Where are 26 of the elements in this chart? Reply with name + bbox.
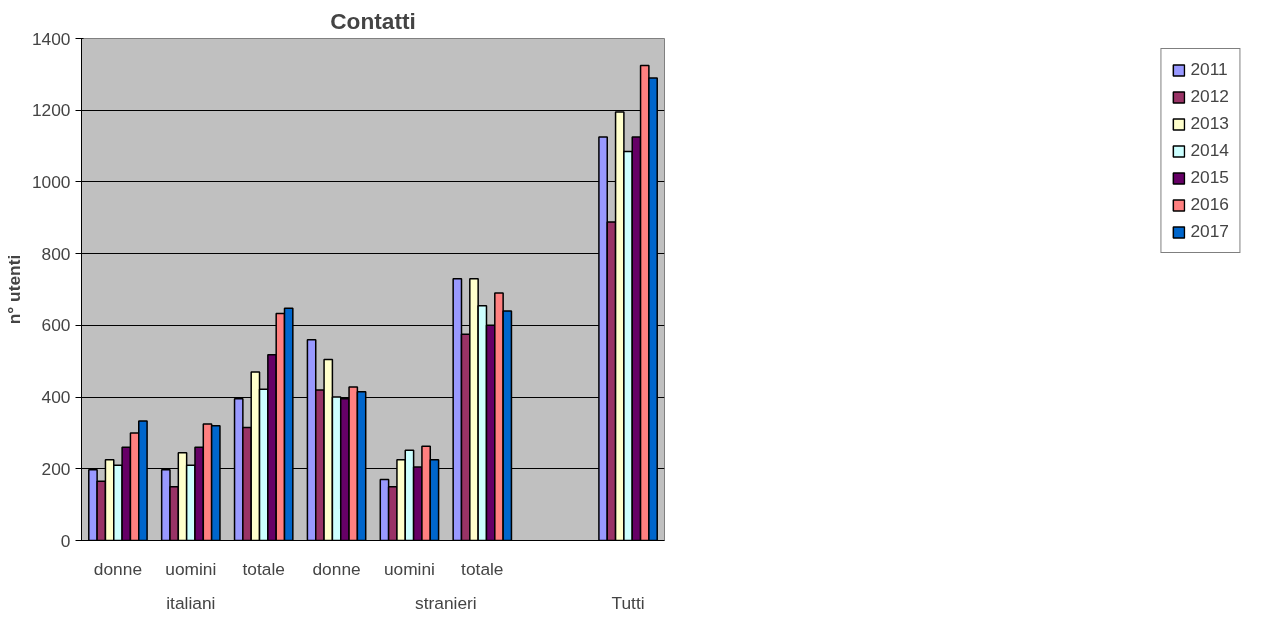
y-tick-label: 600 <box>41 315 71 336</box>
y-tick-label: 1200 <box>31 100 71 121</box>
x-tick-label: totale <box>461 558 504 579</box>
legend-label: 2015 <box>1190 167 1229 188</box>
legend-label: 2017 <box>1190 221 1229 242</box>
y-tick-label: 1400 <box>31 28 71 49</box>
y-tick-label: 800 <box>41 243 71 264</box>
x-tick-label: totale <box>242 558 285 579</box>
y-tick-label: 1000 <box>31 171 71 192</box>
x-tick-label: donne <box>312 558 361 579</box>
chart-title: Contatti <box>330 7 416 34</box>
legend-label: 2013 <box>1190 113 1229 134</box>
x-tick-label: uomini <box>383 558 435 579</box>
text: stranieri <box>415 592 477 613</box>
y-tick-label: 0 <box>60 530 71 551</box>
legend-label: 2016 <box>1190 194 1229 215</box>
y-tick-label: 200 <box>41 458 71 479</box>
text: italiani <box>166 592 216 613</box>
x-tick-label: donne <box>93 558 143 579</box>
y-axis-title: n° utenti <box>3 254 24 325</box>
legend-label: 2012 <box>1190 86 1229 107</box>
legend-label: 2011 <box>1190 59 1228 80</box>
legend-label: 2014 <box>1190 140 1229 161</box>
text: Tutti <box>611 592 645 613</box>
y-tick-label: 400 <box>41 387 71 408</box>
x-tick-label: uomini <box>165 558 217 579</box>
